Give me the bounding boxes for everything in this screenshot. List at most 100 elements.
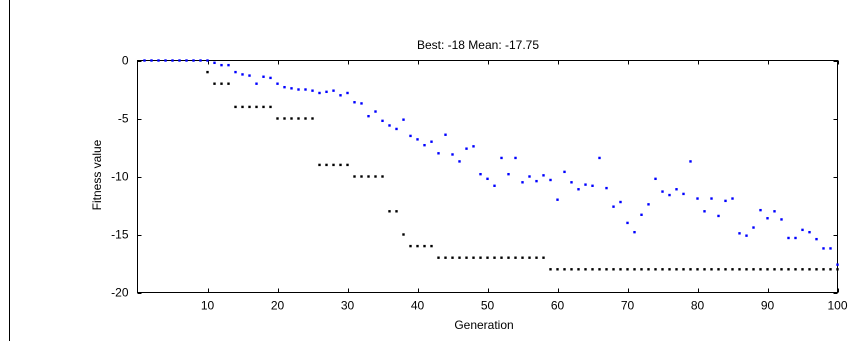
blue-data-point: [556, 198, 559, 201]
blue-data-point: [402, 118, 405, 121]
blue-data-point: [199, 59, 202, 62]
black-data-point: [367, 175, 370, 178]
black-data-point: [206, 70, 209, 74]
blue-data-point: [661, 190, 664, 193]
blue-data-point: [493, 184, 496, 187]
blue-data-point: [171, 59, 174, 62]
blue-data-point: [234, 70, 237, 74]
blue-data-point: [409, 134, 412, 138]
blue-data-point: [213, 61, 216, 65]
blue-data-point: [724, 199, 727, 203]
blue-data-point: [346, 91, 349, 95]
black-data-point: [374, 175, 377, 178]
black-data-point: [829, 268, 832, 271]
black-data-point: [402, 233, 405, 236]
blue-data-point: [591, 184, 594, 187]
black-data-point: [521, 256, 524, 259]
black-data-point: [535, 256, 538, 259]
blue-data-point: [353, 101, 356, 104]
black-data-point: [528, 256, 531, 259]
black-data-point: [479, 256, 482, 259]
blue-data-point: [766, 217, 769, 220]
black-data-point: [409, 244, 412, 248]
blue-data-point: [752, 226, 755, 229]
black-data-point: [689, 268, 692, 271]
blue-data-point: [633, 230, 636, 234]
blue-data-point: [528, 175, 531, 178]
black-data-point: [304, 117, 307, 120]
blue-data-point: [689, 160, 692, 163]
black-data-point: [451, 256, 454, 259]
black-data-point: [255, 105, 258, 109]
blue-data-point: [598, 156, 601, 160]
blue-data-point: [472, 145, 475, 148]
blue-data-point: [367, 114, 370, 118]
black-data-point: [675, 268, 678, 271]
black-data-point: [773, 268, 776, 271]
blue-data-point: [227, 63, 230, 67]
blue-data-point: [577, 188, 580, 191]
black-data-point: [353, 175, 356, 178]
black-data-point: [500, 256, 503, 259]
x-tick-label: 30: [341, 299, 355, 313]
black-data-point: [626, 268, 629, 271]
x-tick-label: 20: [271, 299, 285, 313]
black-data-point: [227, 82, 230, 85]
black-data-point: [640, 268, 643, 271]
blue-data-point: [423, 143, 426, 147]
black-data-point: [381, 175, 384, 178]
black-data-point: [836, 268, 839, 271]
black-data-point: [577, 268, 580, 271]
blue-data-point: [297, 88, 300, 91]
blue-data-point: [395, 127, 398, 131]
black-data-point: [276, 117, 279, 120]
black-data-point: [633, 268, 636, 271]
blue-data-point: [794, 236, 797, 240]
black-data-point: [591, 268, 594, 271]
blue-data-point: [710, 197, 713, 200]
blue-data-point: [773, 210, 776, 213]
blue-data-point: [563, 170, 566, 174]
black-data-point: [668, 268, 671, 271]
blue-data-point: [640, 213, 643, 216]
black-data-point: [283, 117, 286, 120]
blue-data-point: [220, 63, 223, 67]
blue-data-point: [479, 172, 482, 176]
blue-data-point: [682, 192, 685, 196]
blue-data-point: [290, 87, 293, 90]
black-data-point: [472, 256, 475, 259]
y-tick-label: 0: [122, 54, 129, 68]
blue-data-point: [157, 59, 160, 62]
blue-data-point: [829, 247, 832, 250]
x-tick-label: 40: [411, 299, 425, 313]
blue-data-point: [654, 177, 657, 181]
black-data-point: [507, 256, 510, 259]
black-data-point: [808, 268, 811, 271]
blue-data-point: [808, 230, 811, 234]
x-tick-label: 100: [827, 299, 847, 313]
black-data-point: [619, 268, 622, 271]
blue-data-point: [311, 89, 314, 92]
blue-data-point: [164, 59, 167, 62]
black-data-point: [234, 105, 237, 109]
blue-data-point: [206, 59, 209, 62]
black-data-point: [738, 268, 741, 271]
black-data-point: [556, 268, 559, 271]
blue-data-point: [647, 203, 650, 206]
black-data-point: [759, 268, 762, 271]
black-data-point: [220, 82, 223, 85]
y-axis-title: Fitness value: [90, 139, 104, 210]
black-data-point: [717, 268, 720, 271]
blue-data-point: [815, 237, 818, 241]
black-data-point: [269, 105, 272, 109]
blue-data-point: [437, 152, 440, 155]
black-data-point: [598, 268, 601, 271]
black-data-point: [437, 256, 440, 259]
black-data-point: [346, 163, 349, 167]
blue-data-point: [143, 59, 146, 62]
y-tick-label: -15: [111, 228, 129, 242]
blue-data-point: [696, 197, 699, 200]
series-black-points: [206, 70, 839, 271]
black-data-point: [416, 244, 419, 248]
blue-data-point: [276, 82, 279, 85]
